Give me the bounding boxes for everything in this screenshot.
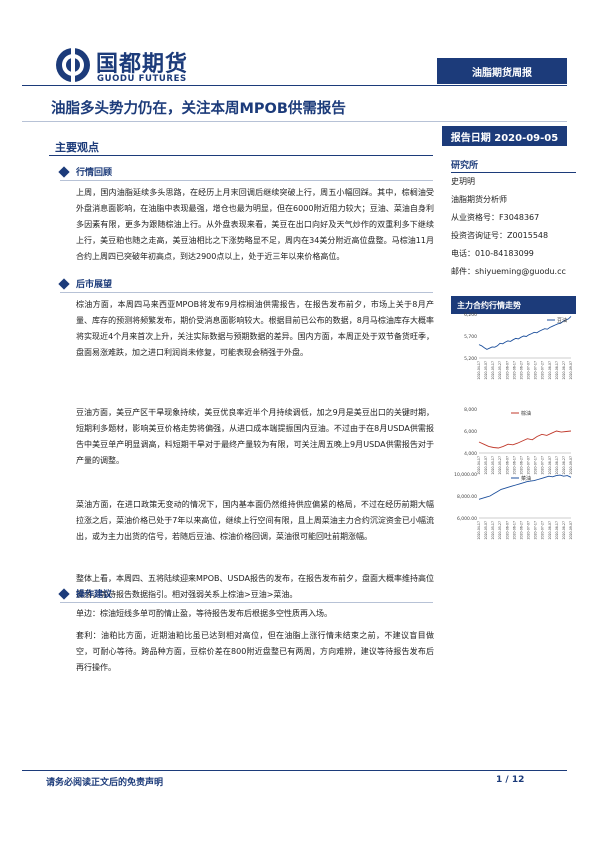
x-tick-label: 2020-08-17 [555,456,559,475]
y-tick-label: 6,200 [464,312,477,318]
header-divider [22,85,567,86]
guodu-logo-icon [56,48,90,82]
x-tick-label: 2020-06-07 [505,361,509,380]
x-tick-label: 2020-05-27 [498,361,502,380]
x-tick-label: 2020-07-27 [541,521,545,540]
x-tick-label: 2020-05-07 [484,456,488,475]
title-divider [22,121,567,122]
x-tick-label: 2020-05-07 [484,361,488,380]
x-tick-label: 2020-08-17 [555,361,559,380]
review-paragraph: 上周，国内油脂延续多头思路，在经历上月末回调后继续突破上行，周五小幅回踩。其中，… [76,188,434,261]
main-points-heading: 主要观点 [55,141,99,154]
y-tick-label: 8,000.00 [457,494,477,500]
advice-paragraph-single: 单边：棕油短线多单可酌情止盈，等待报告发布后根据多空性质再入场。 [76,609,332,618]
x-tick-label: 2020-07-07 [527,456,531,475]
disclaimer-link[interactable]: 请务必阅读正文后的免责声明 [46,778,164,788]
x-tick-label: 2020-09-07 [569,521,573,540]
section-bullet-icon [58,587,70,600]
x-tick-label: 2020-09-07 [569,361,573,380]
logo-english-name: GUODU FUTURES [97,74,187,84]
x-tick-label: 2020-08-27 [562,361,566,380]
analyst-consult-license: 投资咨询证号：Z0015548 [451,231,549,240]
x-tick-label: 2020-05-17 [491,521,495,540]
analyst-license: 从业资格号：F3048367 [451,213,540,222]
series-line [478,474,572,500]
x-tick-label: 2020-05-27 [498,521,502,540]
legend-label: 棕油 [521,410,531,417]
x-tick-label: 2020-04-17 [477,456,481,475]
outlook-paragraph-soy: 豆油方面，美豆产区干旱现象持续，美豆优良率近半个月持续调低，加之9月是美豆出口的… [76,408,434,465]
section-review-heading: 行情回顾 [58,165,112,178]
section-bullet-icon [58,165,70,178]
y-tick-label: 6,000 [464,429,477,435]
main-points-divider [49,155,433,156]
section-outlook-heading: 后市展望 [58,277,112,290]
x-tick-label: 2020-07-27 [541,361,545,380]
x-tick-label: 2020-06-07 [505,456,509,475]
legend-label: 菜油 [521,475,531,482]
series-line [478,430,572,449]
x-tick-label: 2020-07-27 [541,456,545,475]
analyst-name: 史玥明 [451,177,475,186]
x-tick-label: 2020-06-17 [512,361,516,380]
report-title: 油脂多头势力仍在，关注本周MPOB供需报告 [51,101,346,117]
x-tick-label: 2020-06-07 [505,521,509,540]
section-divider [60,180,433,181]
advice-paragraph-arbitrage: 套利：油粕比方面，近期油粕比虽已达到相对高位，但在油脂上涨行情未结束之前，不建议… [76,631,434,672]
y-tick-label: 4,000 [464,451,477,457]
x-tick-label: 2020-06-17 [512,521,516,540]
x-tick-label: 2020-08-27 [562,456,566,475]
x-tick-label: 2020-08-07 [548,521,552,540]
series-line [478,316,572,350]
outlook-paragraph-palm: 棕油方面，本周四马来西亚MPOB将发布9月棕榈油供需报告，在报告发布前夕，市场上… [76,300,434,357]
y-tick-label: 5,700 [464,334,477,340]
x-tick-label: 2020-06-27 [519,456,523,475]
logo-chinese-name: 国都期货 [96,52,189,77]
legend-label: 豆油 [557,317,567,324]
x-tick-label: 2020-06-17 [512,456,516,475]
x-tick-label: 2020-04-17 [477,361,481,380]
report-type-tag: 油脂期货周报 [437,58,567,84]
analyst-phone: 电话：010-84183099 [451,249,534,258]
analyst-role: 油脂期货分析师 [451,195,507,204]
analyst-email: 邮件：shiyueming@guodu.cc [451,267,566,276]
section-advice-heading: 操作建议 [58,587,112,600]
report-date: 报告日期 2020-09-05 [442,126,567,146]
y-tick-label: 8,000 [464,407,477,413]
x-tick-label: 2020-08-27 [562,521,566,540]
x-tick-label: 2020-08-07 [548,456,552,475]
page-number: 1 / 12 [496,775,525,785]
x-tick-label: 2020-05-17 [491,456,495,475]
x-tick-label: 2020-06-27 [519,521,523,540]
x-tick-label: 2020-09-07 [569,456,573,475]
x-tick-label: 2020-08-07 [548,361,552,380]
y-tick-label: 6,000.00 [457,516,477,522]
x-tick-label: 2020-07-07 [527,361,531,380]
x-tick-label: 2020-07-17 [534,361,538,380]
x-tick-label: 2020-08-17 [555,521,559,540]
chart-section-heading: 主力合约行情走势 [451,296,576,314]
x-tick-label: 2020-05-17 [491,361,495,380]
x-tick-label: 2020-06-27 [519,361,523,380]
section-bullet-icon [58,277,70,290]
section-divider [60,292,433,293]
analyst-info: 史玥明 油脂期货分析师 从业资格号：F3048367 投资咨询证号：Z00155… [451,173,566,281]
sidebar-divider [451,172,576,173]
x-tick-label: 2020-05-07 [484,521,488,540]
x-tick-label: 2020-07-17 [534,521,538,540]
sidebar-title: 研究所 [451,161,479,171]
outlook-paragraph-rapeseed: 菜油方面，在进口政策无变动的情况下，国内基本面仍然维持供应偏紧的格局，不过在经历… [76,500,434,541]
x-tick-label: 2020-05-27 [498,456,502,475]
x-tick-label: 2020-04-17 [477,521,481,540]
outlook-paragraph-summary: 整体上看，本周四、五将陆续迎来MPOB、USDA报告的发布，在报告发布前夕，盘面… [76,574,434,599]
x-tick-label: 2020-07-17 [534,456,538,475]
y-tick-label: 5,200 [464,356,477,362]
section-divider [60,602,433,603]
footer-divider [22,770,567,771]
x-tick-label: 2020-07-07 [527,521,531,540]
y-tick-label: 10,000.00 [454,472,477,478]
